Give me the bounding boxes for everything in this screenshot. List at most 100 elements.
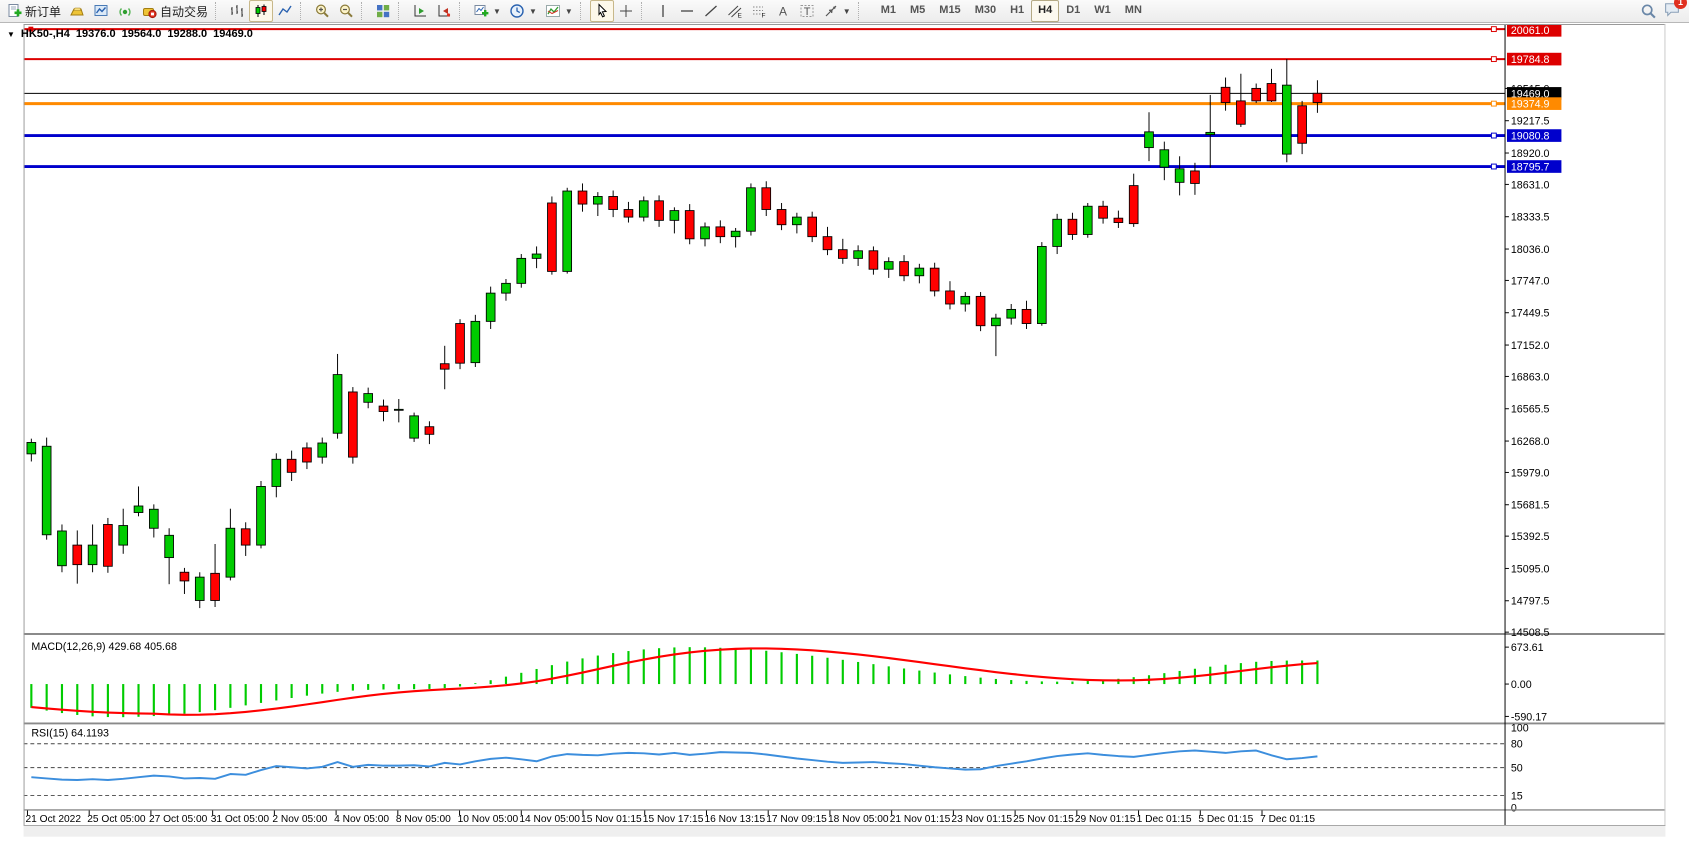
line-handle[interactable] — [1490, 56, 1497, 63]
tile-windows-button[interactable] — [371, 0, 395, 22]
timeframe-button-m1[interactable]: M1 — [880, 4, 896, 16]
timeframe-button-h1[interactable]: H1 — [1010, 4, 1025, 16]
chart-autoscroll-button[interactable] — [432, 0, 456, 22]
line-handle[interactable] — [1490, 132, 1497, 139]
candle — [57, 530, 67, 567]
candle — [761, 187, 772, 210]
candle — [746, 187, 756, 232]
svg-text:19469.0: 19469.0 — [1511, 88, 1550, 100]
time-tick-label: 29 Nov 01:15 — [1075, 814, 1136, 825]
auto-trading-button[interactable]: 自动交易 — [137, 0, 212, 22]
indicators-button[interactable]: ▼ — [541, 0, 577, 22]
timeframe-group: M1 M5 M15 M30 H1 H4 D1 W1 MN — [874, 0, 1149, 22]
svg-text:19784.8: 19784.8 — [1511, 54, 1550, 66]
zoom-out-icon — [340, 4, 353, 18]
svg-text:0: 0 — [1511, 802, 1517, 814]
candle — [72, 544, 83, 566]
zoom-out-button[interactable] — [334, 0, 358, 22]
tile-windows-icon — [377, 5, 390, 18]
macd-label: MACD(12,26,9) 429.68 405.68 — [31, 641, 177, 653]
candle — [837, 249, 848, 259]
svg-text:15: 15 — [1511, 790, 1523, 802]
toolbar-right-group: 1 — [1640, 0, 1687, 22]
arrows-tool-button[interactable]: ▼ — [819, 0, 855, 22]
horizontal-levels-layer[interactable] — [23, 26, 1506, 170]
time-tick-label: 4 Nov 05:00 — [334, 814, 389, 825]
time-tick-label: 15 Nov 17:15 — [643, 814, 704, 825]
text-tool-button[interactable]: A — [771, 0, 795, 22]
svg-text:T: T — [804, 6, 811, 18]
toolbar-separator — [459, 2, 465, 20]
candle — [1251, 87, 1261, 102]
bar-chart-mode-button[interactable] — [225, 0, 249, 22]
line-chart-mode-button[interactable] — [273, 0, 297, 22]
signals-button[interactable] — [113, 0, 137, 22]
timeframe-button-d1[interactable]: D1 — [1066, 4, 1081, 16]
search-icon[interactable] — [1640, 3, 1657, 20]
timeframe-button-m30[interactable]: M30 — [974, 4, 997, 16]
line-handle[interactable] — [1490, 163, 1497, 170]
crosshair-tool-button[interactable] — [614, 0, 638, 22]
timeframe-button-h4[interactable]: H4 — [1031, 0, 1060, 22]
time-tick-label: 5 Dec 01:15 — [1198, 814, 1253, 825]
new-order-button[interactable]: 新订单 — [2, 0, 65, 22]
trendline-icon — [704, 5, 717, 17]
timeframe-button-m5[interactable]: M5 — [910, 4, 926, 16]
chart-area[interactable]: MACD(12,26,9) 429.68 405.68 673.61 0.00 -59… — [0, 24, 1689, 860]
candle — [1236, 100, 1246, 125]
chart-symbol-header: ▼ HK50-,H4 19376.0 19564.0 19288.0 19469… — [7, 28, 253, 40]
toolbar-separator — [579, 2, 586, 20]
horizontal-line-tool-button[interactable] — [675, 0, 699, 22]
vertical-line-tool-button[interactable] — [651, 0, 675, 22]
equidistant-channel-tool-button[interactable]: E — [723, 0, 747, 22]
line-handle[interactable] — [1490, 26, 1497, 33]
svg-text:50: 50 — [1511, 763, 1523, 775]
candle — [623, 209, 634, 218]
macd-panel: MACD(12,26,9) 429.68 405.68 673.61 0.00 -59… — [23, 633, 1666, 723]
svg-text:E: E — [737, 13, 742, 20]
deposit-button[interactable] — [65, 0, 89, 22]
timeframe-button-mn[interactable]: MN — [1124, 4, 1142, 16]
candle — [1006, 308, 1017, 319]
candle — [194, 576, 205, 601]
time-axis[interactable]: 21 Oct 2022 25 Oct 05:00 27 Oct 05:00 31 Oc… — [26, 810, 1316, 825]
price-axis[interactable]: 19515.019217.518920.018631.018333.518036… — [1504, 24, 1562, 826]
dropdown-arrow-icon: ▼ — [528, 6, 537, 16]
candle — [133, 505, 144, 513]
profiles-button[interactable]: ▼ — [505, 0, 541, 22]
toolbar-separator — [300, 2, 306, 20]
timeframe-button-w1[interactable]: W1 — [1094, 4, 1111, 16]
new-order-label: 新订单 — [25, 4, 62, 19]
cursor-tool-button[interactable] — [589, 0, 614, 22]
market-watch-button[interactable] — [89, 0, 113, 22]
trendline-tool-button[interactable] — [699, 0, 723, 22]
line-handle[interactable] — [1490, 100, 1497, 107]
fibonacci-tool-button[interactable]: F — [747, 0, 771, 22]
price-tick-label: 18920.0 — [1511, 148, 1550, 160]
text-label-tool-button[interactable]: T — [795, 0, 819, 22]
timeframe-button-m15[interactable]: M15 — [939, 4, 961, 16]
candle — [1082, 205, 1093, 235]
line-handle[interactable] — [28, 26, 34, 32]
time-tick-label: 1 Dec 01:15 — [1137, 814, 1192, 825]
candle — [179, 571, 190, 582]
zoom-in-button[interactable] — [310, 0, 334, 22]
price-level-badge — [1506, 24, 1562, 37]
candle — [439, 363, 450, 370]
chart-shift-button[interactable] — [408, 0, 432, 22]
candle — [1052, 218, 1062, 247]
rsi-label: RSI(15) 64.1193 — [31, 728, 109, 740]
time-tick-label: 2 Nov 05:00 — [272, 814, 327, 825]
candle — [776, 209, 787, 226]
time-tick-label: 23 Nov 01:15 — [951, 814, 1012, 825]
candle — [531, 253, 542, 259]
price-tick-label: 16565.5 — [1511, 404, 1550, 416]
collapse-arrow-icon[interactable]: ▼ — [7, 29, 15, 39]
candlestick-mode-button[interactable] — [249, 0, 274, 22]
chart-canvas[interactable]: MACD(12,26,9) 429.68 405.68 673.61 0.00 -59… — [0, 24, 1689, 860]
candle — [562, 190, 573, 272]
notifications-button[interactable]: 1 — [1663, 0, 1687, 22]
new-chart-button[interactable]: ▼ — [469, 0, 505, 22]
arrows-icon — [825, 5, 837, 17]
price-tick-label: 17747.0 — [1511, 275, 1550, 287]
